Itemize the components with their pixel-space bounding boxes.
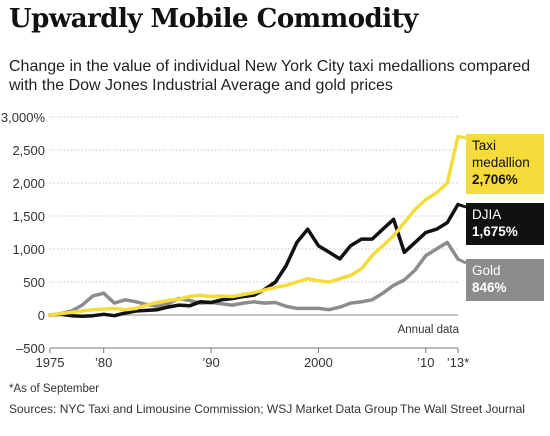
end-label-gold: Gold 846% [457, 257, 544, 301]
annual-data-note: Annual data [398, 324, 460, 336]
y-tick-label: 2,000 [12, 176, 45, 191]
credit: The Wall Street Journal [400, 402, 525, 416]
end-label-connector [457, 257, 467, 265]
end-label-name: medallion [472, 155, 530, 170]
chart-subtitle: Change in the value of individual New Yo… [9, 58, 531, 94]
y-tick-label: 0 [38, 308, 45, 323]
footnote: *As of September [9, 383, 100, 395]
end-label-value: 2,706% [472, 172, 518, 187]
end-label-box [466, 203, 544, 245]
end-label-name: Gold [472, 263, 501, 278]
x-tick-label: 2000 [304, 355, 333, 370]
series-line-gold [48, 240, 460, 317]
sources: Sources: NYC Taxi and Limousine Commissi… [9, 402, 398, 416]
x-tick-label: ’10 [417, 355, 434, 370]
end-label-box [466, 134, 544, 194]
series-line-taxi-medallion [48, 134, 460, 317]
y-tick-label: 1,000 [12, 242, 45, 257]
end-label-value: 846% [472, 280, 507, 295]
y-tick-label: 500 [23, 275, 45, 290]
y-tick-label: 1,500 [12, 209, 45, 224]
end-label-djia: DJIA 1,675% [457, 203, 544, 245]
end-label-name: DJIA [472, 207, 501, 222]
y-tick-label: –500 [16, 341, 45, 356]
end-label-value: 1,675% [472, 224, 518, 239]
series-lines [48, 134, 460, 319]
y-axis-ticks: 3,000% 2,500 2,000 1,500 1,000 500 0 –500 [1, 110, 46, 356]
x-tick-label: ’80 [95, 355, 112, 370]
x-tick-label: ’90 [202, 355, 219, 370]
y-tick-label: 2,500 [12, 143, 45, 158]
x-axis: 1975 ’80 ’90 2000 ’10 ’13* [36, 347, 469, 370]
series-line-djia [48, 202, 460, 319]
chart-title: Upwardly Mobile Commodity [9, 4, 418, 34]
end-label-name: Taxi [472, 138, 496, 153]
series-end-labels: Taxi medallion 2,706% DJIA 1,675% Gold 846% [457, 134, 544, 301]
end-label-connector [457, 203, 467, 209]
y-tick-label: 3,000% [1, 110, 46, 125]
x-tick-label: 1975 [36, 355, 65, 370]
x-tick-label: ’13* [447, 355, 469, 370]
end-label-connector [457, 134, 467, 140]
end-label-box [466, 259, 544, 301]
end-label-taxi-medallion: Taxi medallion 2,706% [457, 134, 544, 194]
